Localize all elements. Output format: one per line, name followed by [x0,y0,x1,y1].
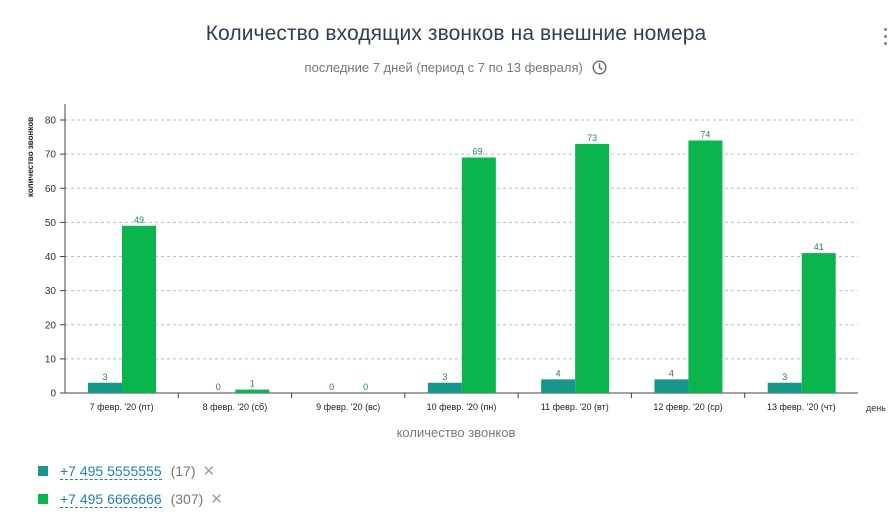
bar [767,382,802,393]
bar [88,382,122,393]
bar [801,253,836,393]
legend-phone-link[interactable]: +7 495 5555555 [60,462,162,480]
bar [235,389,270,393]
y-tick-label: 0 [50,389,56,400]
x-tick-label: 9 февр. '20 (вс) [316,402,380,412]
x-tick-label: 10 февр. '20 (пн) [427,402,497,412]
legend-swatch [38,494,48,504]
data-label: 41 [814,242,824,252]
legend-swatch [38,466,48,476]
x-tick-label: 7 февр. '20 (пт) [90,402,154,412]
x-tick-label: 12 февр. '20 (ср) [653,402,722,412]
legend-count: (17) [170,463,196,479]
close-icon[interactable]: ✕ [210,491,223,508]
bar [122,225,156,393]
data-label: 0 [329,382,334,392]
data-label: 0 [216,382,221,392]
subtitle-text: последние 7 дней (период с 7 по 13 февра… [304,60,583,75]
y-tick-label: 80 [45,116,57,127]
data-label: 49 [134,215,144,225]
data-label: 74 [700,129,710,139]
bar [461,157,496,393]
data-label: 3 [102,372,107,382]
more-vertical-icon[interactable] [882,28,889,48]
data-label: 4 [669,368,674,378]
legend-phone-link[interactable]: +7 495 6666666 [60,490,162,508]
chart-subtitle: последние 7 дней (период с 7 по 13 февра… [0,60,889,78]
legend-item-1[interactable]: +7 495 5555555 (17) ✕ [38,461,215,481]
bar [541,379,576,393]
bar [575,143,610,393]
data-label: 1 [250,379,255,389]
bar [427,382,462,393]
data-label: 69. [473,147,486,157]
y-tick-label: 40 [45,252,57,263]
chart-title: Количество входящих звонков на внешние н… [205,22,707,45]
x-unit-label: день [866,403,886,413]
data-label: 3 [442,372,447,382]
data-label: 73 [587,133,597,143]
legend-count: (307) [170,491,204,507]
y-tick-label: 20 [45,320,57,331]
x-tick-label: 11 февр. '20 (вт) [541,402,609,412]
bar [654,379,689,393]
data-label: 3 [782,372,787,382]
y-tick-label: 10 [45,354,57,365]
legend-item-2[interactable]: +7 495 6666666 (307) ✕ [38,489,223,509]
data-label: 0 [363,382,368,392]
data-label: 4 [556,368,561,378]
y-tick-label: 50 [45,218,57,229]
clock-icon [592,60,607,78]
y-axis-title: количество звонков [26,117,35,197]
bar [688,140,723,393]
x-tick-label: 8 февр. '20 (сб) [203,402,268,412]
x-axis-title: количество звонков [396,425,516,440]
x-tick-label: 13 февр. '20 (чт) [767,402,836,412]
y-tick-label: 30 [45,286,57,297]
y-tick-label: 60 [45,184,57,195]
y-tick-label: 70 [45,150,57,161]
close-icon[interactable]: ✕ [202,463,216,480]
